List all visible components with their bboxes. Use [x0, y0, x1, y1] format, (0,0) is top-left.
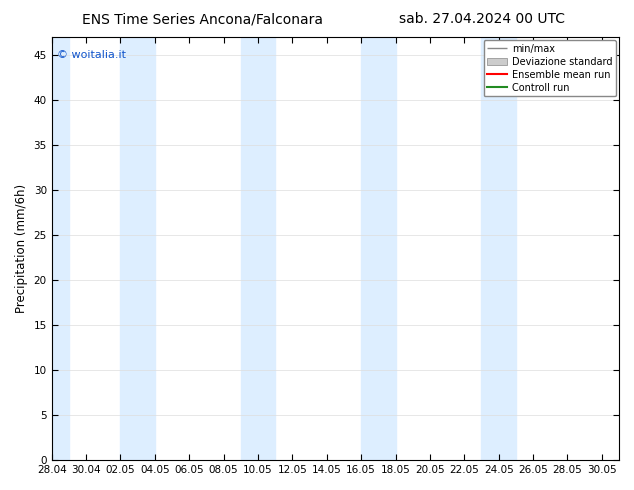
Bar	[120, 37, 155, 460]
Text: sab. 27.04.2024 00 UTC: sab. 27.04.2024 00 UTC	[399, 12, 565, 26]
Bar	[51, 37, 69, 460]
Text: ENS Time Series Ancona/Falconara: ENS Time Series Ancona/Falconara	[82, 12, 323, 26]
Bar	[481, 37, 516, 460]
Bar	[361, 37, 396, 460]
Legend: min/max, Deviazione standard, Ensemble mean run, Controll run: min/max, Deviazione standard, Ensemble m…	[484, 40, 616, 97]
Y-axis label: Precipitation (mm/6h): Precipitation (mm/6h)	[15, 184, 28, 313]
Bar	[241, 37, 275, 460]
Text: © woitalia.it: © woitalia.it	[57, 50, 126, 60]
